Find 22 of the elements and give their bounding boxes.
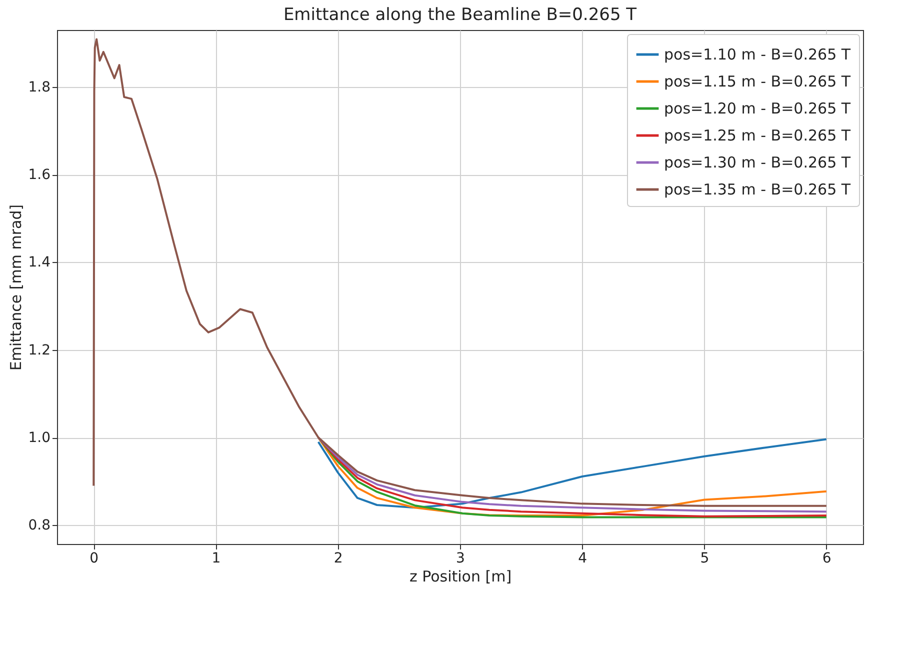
y-tick-label: 1.8	[28, 79, 50, 96]
y-tick-label: 1.6	[28, 167, 51, 184]
y-tick-label: 0.8	[28, 518, 50, 534]
x-tick-label: 1	[212, 550, 221, 566]
y-tick-label: 1.2	[28, 342, 50, 358]
x-tick-label: 0	[90, 550, 99, 566]
x-tick-label: 2	[334, 550, 343, 566]
legend-label: pos=1.10 m - B=0.265 T	[664, 46, 852, 64]
legend-label: pos=1.20 m - B=0.265 T	[664, 100, 852, 118]
x-tick-label: 3	[456, 550, 465, 566]
legend-label: pos=1.15 m - B=0.265 T	[664, 72, 852, 90]
legend-label: pos=1.30 m - B=0.265 T	[664, 154, 852, 172]
legend-label: pos=1.35 m - B=0.265 T	[664, 180, 852, 198]
chart-title: Emittance along the Beamline B=0.265 T	[283, 5, 638, 25]
x-tick-label: 4	[578, 550, 588, 566]
y-axis-title: Emittance [mm mrad]	[7, 204, 26, 371]
y-tick-label: 1.4	[28, 254, 51, 271]
x-tick-label: 5	[700, 550, 710, 566]
y-tick-label: 1.0	[28, 430, 50, 446]
legend-label: pos=1.25 m - B=0.265 T	[664, 126, 852, 144]
x-axis-title: z Position [m]	[409, 568, 512, 586]
x-tick-label: 6	[822, 550, 832, 566]
